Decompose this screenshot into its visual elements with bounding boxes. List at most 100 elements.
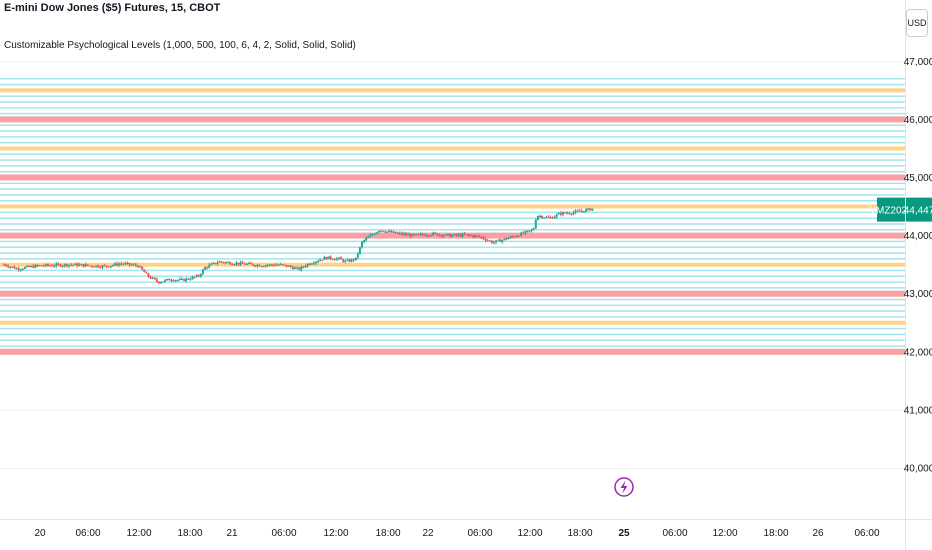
level-42200	[0, 339, 905, 341]
candle	[289, 264, 292, 269]
candle	[206, 266, 209, 270]
candle	[568, 211, 571, 215]
candle	[505, 237, 508, 241]
flash-icon[interactable]	[614, 477, 634, 497]
candle	[346, 258, 349, 262]
candle	[63, 263, 66, 268]
candle	[327, 256, 330, 260]
time-tick-label: 22	[422, 528, 434, 539]
price-badge-text: 44,447	[904, 206, 932, 217]
candle	[220, 261, 223, 264]
candle	[193, 276, 196, 279]
candle	[495, 240, 498, 245]
candle	[358, 246, 361, 255]
price-tick-label: 43,000	[904, 289, 932, 300]
candle	[97, 264, 100, 269]
level-42900	[0, 298, 905, 301]
level-45100	[0, 170, 905, 173]
candle	[413, 233, 416, 236]
candle	[367, 235, 370, 239]
candle	[432, 231, 435, 237]
candle	[199, 273, 202, 278]
candle	[187, 277, 190, 281]
candle	[400, 231, 403, 236]
time-axis[interactable]: 20 06:00 12:00 18:00 21 06:00 12:00 18:00 22 06:0…	[34, 528, 880, 539]
time-tick-label: 12:00	[712, 528, 737, 539]
candle	[281, 263, 284, 266]
candle	[503, 238, 506, 241]
candle	[74, 263, 77, 265]
candle	[137, 264, 139, 269]
currency-button[interactable]: USD	[906, 9, 928, 37]
candle	[231, 262, 234, 266]
candle	[174, 279, 177, 283]
candle	[38, 265, 41, 267]
candle	[26, 265, 29, 268]
candle	[258, 264, 261, 267]
candle	[287, 265, 290, 267]
candle	[444, 233, 447, 236]
candle	[49, 264, 52, 267]
candle	[325, 256, 328, 260]
price-axis[interactable]: 40,000 41,000 42,000 43,000 44,000 45,000 46,0…	[904, 57, 932, 475]
candle	[28, 265, 31, 268]
level-43400	[0, 269, 905, 272]
candle	[233, 263, 236, 266]
candle	[371, 233, 374, 236]
candle	[78, 262, 81, 267]
candle	[124, 261, 127, 266]
candle	[13, 265, 16, 269]
level-44200	[0, 223, 905, 225]
candle	[132, 262, 135, 266]
candle	[166, 278, 169, 281]
candle	[157, 281, 160, 285]
candle	[210, 262, 213, 266]
candle	[409, 233, 412, 239]
level-43200	[0, 281, 905, 283]
symbol-badge	[877, 197, 905, 222]
candle	[116, 261, 119, 267]
candle	[162, 281, 165, 283]
candle	[189, 277, 192, 281]
candle	[254, 264, 257, 268]
candle	[279, 262, 282, 266]
level-45000	[0, 174, 905, 181]
candle	[109, 265, 112, 269]
time-tick-label: 18:00	[177, 528, 202, 539]
candle	[170, 278, 173, 283]
candle	[566, 211, 569, 215]
candle	[379, 230, 382, 233]
candle	[19, 268, 22, 272]
candle	[273, 263, 276, 267]
candle	[300, 265, 303, 272]
candle	[459, 233, 462, 237]
candle	[229, 261, 232, 266]
candle	[218, 260, 221, 263]
level-45900	[0, 124, 905, 126]
candle	[61, 264, 64, 268]
candle	[411, 233, 414, 237]
candle	[252, 263, 255, 267]
candle	[407, 232, 410, 236]
level-46600	[0, 83, 905, 86]
candle	[417, 233, 420, 236]
candle	[446, 233, 449, 236]
candle	[451, 233, 454, 238]
candle	[582, 211, 585, 213]
time-tick-label: 18:00	[567, 528, 592, 539]
candle	[518, 235, 521, 238]
candle	[120, 261, 123, 266]
candle	[549, 215, 552, 219]
candle	[499, 238, 502, 242]
candle	[438, 234, 441, 237]
candle	[513, 235, 516, 238]
candle	[80, 263, 83, 266]
indicator-legend[interactable]: Customizable Psychological Levels (1,000…	[4, 40, 356, 51]
candle	[467, 233, 470, 237]
candle	[204, 266, 206, 270]
candle	[440, 234, 443, 239]
candle	[222, 261, 225, 264]
level-44400	[0, 211, 905, 214]
candle	[528, 230, 531, 233]
